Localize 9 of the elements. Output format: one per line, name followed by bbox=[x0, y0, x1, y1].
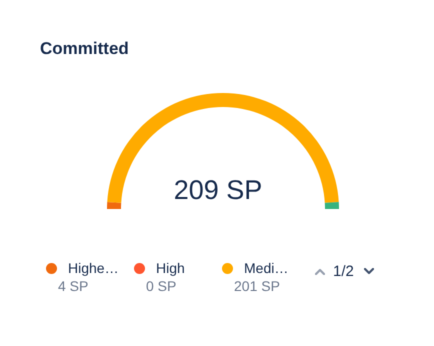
chart-title: Committed bbox=[40, 39, 129, 59]
data-label: 4 SP bbox=[58, 278, 90, 294]
legend-label: High bbox=[156, 260, 185, 276]
text: 0 SP bbox=[146, 278, 176, 294]
text: 1/2 bbox=[333, 263, 354, 280]
legend-label: Highe… bbox=[68, 260, 119, 276]
data-label: 201 SP bbox=[234, 278, 281, 294]
text: 209 SP bbox=[172, 175, 264, 206]
legend-label: Medi… bbox=[244, 260, 288, 276]
